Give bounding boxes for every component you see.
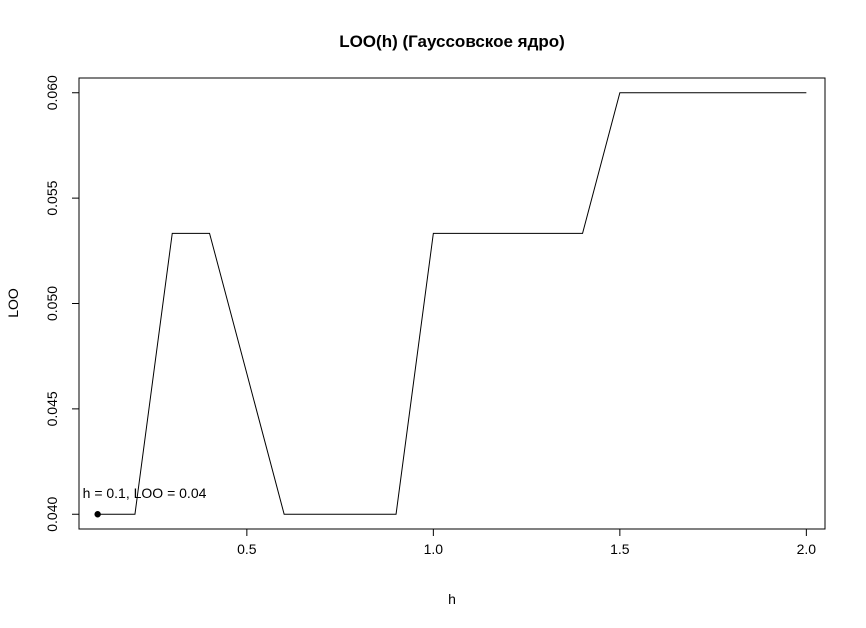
- y-tick-label: 0.040: [44, 497, 60, 532]
- x-tick-label: 1.0: [424, 541, 444, 557]
- min-loo-annotation: h = 0.1, LOO = 0.04: [83, 485, 207, 501]
- x-axis: 0.5 1.0 1.5 2.0: [237, 528, 817, 557]
- annotation-layer: h = 0.1, LOO = 0.04: [83, 485, 207, 518]
- loo-series-line: [97, 92, 807, 515]
- y-axis: 0.040 0.045 0.050 0.055 0.060: [44, 75, 80, 532]
- min-loo-point: [94, 511, 101, 518]
- y-axis-title: LOO: [5, 288, 21, 318]
- series-layer: [97, 92, 807, 515]
- y-tick-label: 0.050: [44, 286, 60, 321]
- y-tick-label: 0.060: [44, 75, 60, 110]
- y-tick-label: 0.055: [44, 180, 60, 215]
- chart-title: LOO(h) (Гауссовское ядро): [339, 32, 565, 51]
- x-tick-label: 2.0: [797, 541, 817, 557]
- x-tick-label: 0.5: [237, 541, 257, 557]
- x-tick-label: 1.5: [610, 541, 630, 557]
- y-tick-label: 0.045: [44, 391, 60, 426]
- x-axis-title: h: [448, 591, 456, 607]
- plot-area-frame: [78, 77, 826, 530]
